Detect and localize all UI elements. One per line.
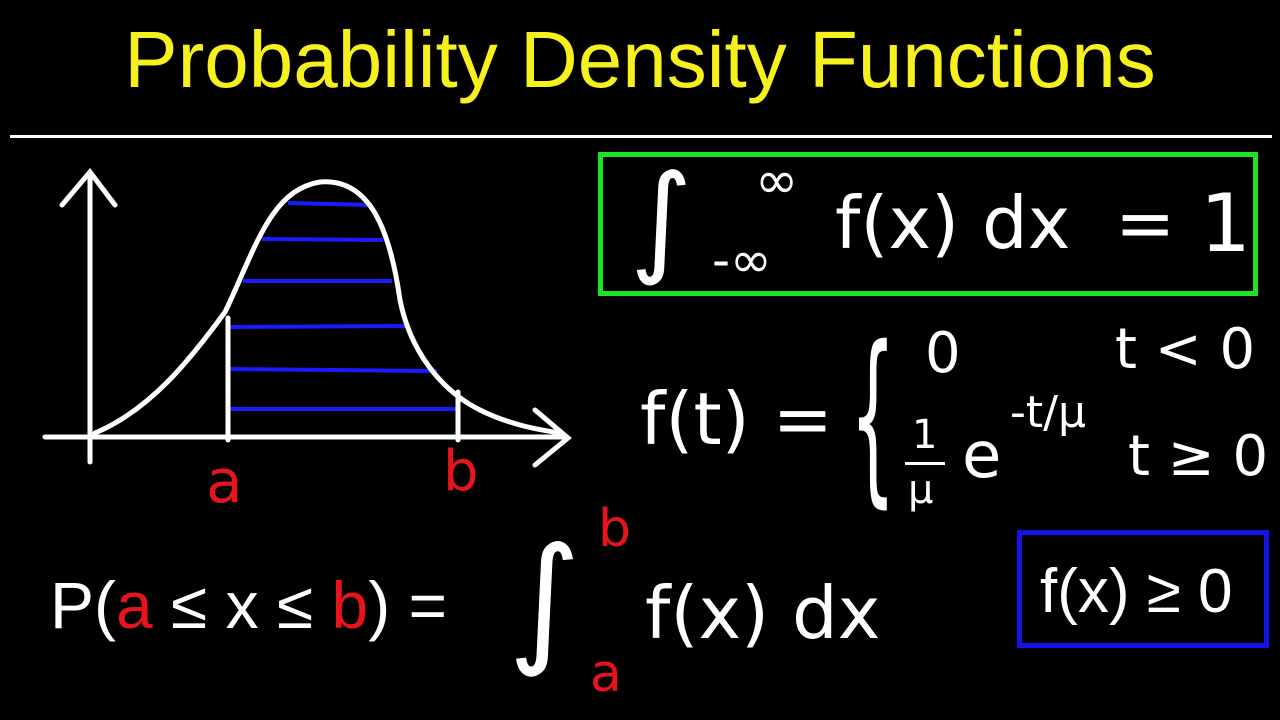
upper-limit: ∞ [755,151,799,211]
prob-lower-limit: a [590,644,622,704]
prob-middle: ≤ x ≤ [152,568,332,642]
divider [10,135,1272,138]
case1-value: 0 [925,321,961,386]
label-b: b [443,439,479,504]
lower-limit: -∞ [712,231,772,289]
case2-condition: t ≥ 0 [1128,424,1269,489]
prob-integrand: f(x) dx [645,571,881,655]
prob-upper-limit: b [598,499,632,559]
piecewise-lhs: f(t) = [640,377,833,461]
normalization-box [598,152,1258,296]
prob-b: b [331,568,369,642]
piecewise-brace: { [850,305,896,525]
x-axis [42,407,572,468]
y-axis [59,168,118,465]
shaded-area-lines [228,201,458,411]
label-a: a [206,447,243,517]
exp-exponent: -t/μ [1010,387,1086,438]
value-one: 1 [1200,177,1251,270]
nonnegativity-box [1017,530,1269,648]
shade-line [228,324,409,329]
p-open: P( [50,568,116,642]
coef-numerator: 1 [912,412,938,458]
fraction-bar [905,462,945,465]
exp-base: e [962,419,1002,493]
equals: = [1115,181,1176,265]
shade-line [287,201,373,207]
shade-line [261,237,384,242]
integral-sign: ∫ [630,150,693,289]
nonnegativity-text: f(x) ≥ 0 [1040,557,1233,626]
probability-expression: P(a ≤ x ≤ b) = [50,568,447,644]
integrand: f(x) dx [835,181,1071,265]
coef-denominator: μ [908,467,934,513]
prob-a: a [116,568,153,642]
page-title: Probability Density Functions [124,15,1156,104]
density-curve [92,179,563,436]
shade-line [228,367,438,373]
case1-condition: t < 0 [1115,317,1256,382]
prob-integral-sign: ∫ [508,518,581,681]
prob-close: ) = [368,568,448,642]
